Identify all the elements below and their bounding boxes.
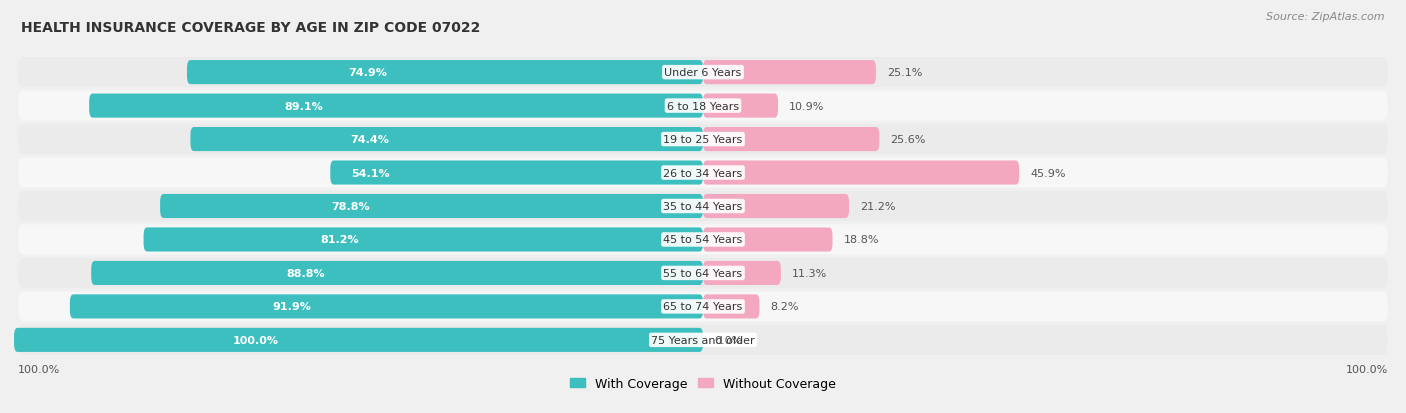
Text: Source: ZipAtlas.com: Source: ZipAtlas.com [1267,12,1385,22]
Text: 75 Years and older: 75 Years and older [651,335,755,345]
FancyBboxPatch shape [160,195,703,218]
FancyBboxPatch shape [91,261,703,285]
Text: 100.0%: 100.0% [1346,364,1388,374]
Text: 54.1%: 54.1% [352,168,389,178]
Text: 88.8%: 88.8% [285,268,325,278]
Text: 100.0%: 100.0% [18,364,60,374]
Text: 19 to 25 Years: 19 to 25 Years [664,135,742,145]
FancyBboxPatch shape [18,58,1388,88]
Text: 21.2%: 21.2% [860,202,896,211]
FancyBboxPatch shape [703,294,759,319]
FancyBboxPatch shape [18,292,1388,322]
Text: 25.1%: 25.1% [887,68,922,78]
FancyBboxPatch shape [18,225,1388,255]
FancyBboxPatch shape [18,325,1388,355]
Text: 45.9%: 45.9% [1031,168,1066,178]
Text: 26 to 34 Years: 26 to 34 Years [664,168,742,178]
FancyBboxPatch shape [18,192,1388,221]
Text: 6 to 18 Years: 6 to 18 Years [666,101,740,112]
Text: 11.3%: 11.3% [792,268,827,278]
FancyBboxPatch shape [190,128,703,152]
Text: 45 to 54 Years: 45 to 54 Years [664,235,742,245]
Text: 18.8%: 18.8% [844,235,879,245]
Text: 8.2%: 8.2% [770,301,799,312]
Text: 100.0%: 100.0% [232,335,278,345]
Text: 74.9%: 74.9% [349,68,387,78]
Text: 91.9%: 91.9% [271,301,311,312]
FancyBboxPatch shape [187,61,703,85]
FancyBboxPatch shape [703,61,876,85]
FancyBboxPatch shape [89,94,703,119]
Text: 81.2%: 81.2% [321,235,359,245]
Text: HEALTH INSURANCE COVERAGE BY AGE IN ZIP CODE 07022: HEALTH INSURANCE COVERAGE BY AGE IN ZIP … [21,21,481,35]
FancyBboxPatch shape [18,91,1388,121]
Text: 0.0%: 0.0% [714,335,742,345]
FancyBboxPatch shape [703,228,832,252]
Text: 55 to 64 Years: 55 to 64 Years [664,268,742,278]
Text: 65 to 74 Years: 65 to 74 Years [664,301,742,312]
FancyBboxPatch shape [703,128,879,152]
Text: 74.4%: 74.4% [350,135,389,145]
Text: Under 6 Years: Under 6 Years [665,68,741,78]
FancyBboxPatch shape [18,258,1388,288]
Text: 25.6%: 25.6% [890,135,925,145]
FancyBboxPatch shape [70,294,703,319]
FancyBboxPatch shape [14,328,703,352]
FancyBboxPatch shape [18,158,1388,188]
FancyBboxPatch shape [18,125,1388,155]
Text: 35 to 44 Years: 35 to 44 Years [664,202,742,211]
Legend: With Coverage, Without Coverage: With Coverage, Without Coverage [565,372,841,395]
FancyBboxPatch shape [703,195,849,218]
Text: 78.8%: 78.8% [330,202,370,211]
FancyBboxPatch shape [330,161,703,185]
FancyBboxPatch shape [703,261,780,285]
FancyBboxPatch shape [143,228,703,252]
FancyBboxPatch shape [703,161,1019,185]
Text: 10.9%: 10.9% [789,101,824,112]
Text: 89.1%: 89.1% [284,101,323,112]
FancyBboxPatch shape [703,94,778,119]
